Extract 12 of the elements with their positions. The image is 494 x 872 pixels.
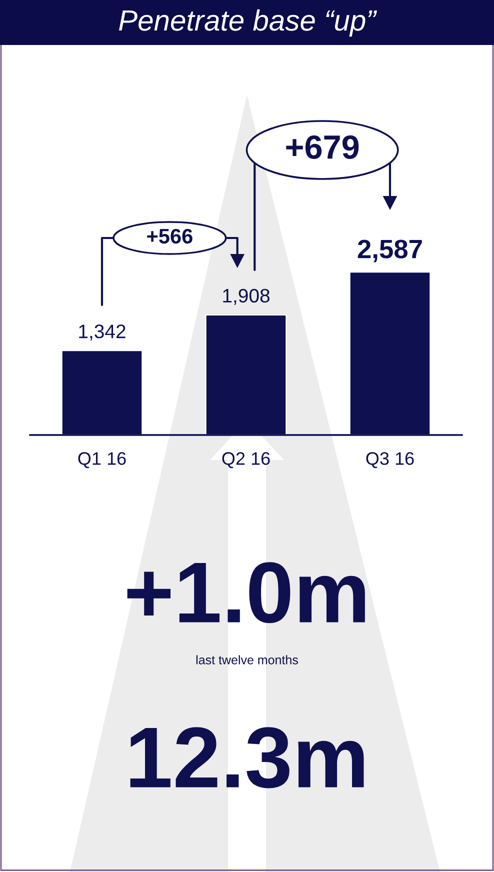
text: 12.3m <box>130 727 364 788</box>
x-tick-label: Q2 16 <box>222 452 270 468</box>
x-tick-label: Q1 16 <box>78 452 126 468</box>
x-tick-label: Q3 16 <box>366 452 414 468</box>
data-label: 1,908 <box>223 288 270 305</box>
text: +679 <box>286 135 359 159</box>
text: +566 <box>147 228 192 244</box>
data-label: 2,587 <box>358 240 422 262</box>
text: +1.0m <box>127 562 365 624</box>
chart-title: Penetrate base “up” <box>119 9 377 37</box>
text: last twelve months <box>196 655 298 664</box>
data-label: 1,342 <box>79 324 126 341</box>
